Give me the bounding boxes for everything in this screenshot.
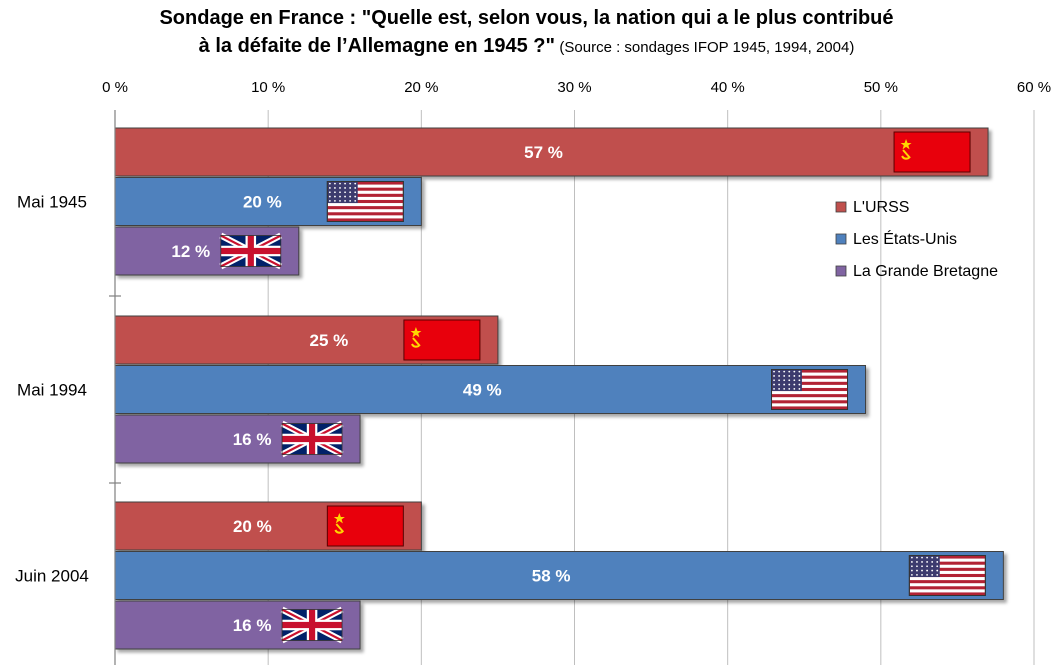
category-label: Mai 1945 [17, 193, 87, 212]
x-tick-label-2: 20 % [404, 79, 438, 96]
title-line-2: à la défaite de l’Allemagne en 1945 ?" (… [0, 32, 1053, 62]
data-label: 20 % [233, 517, 272, 536]
bar [114, 127, 989, 177]
usa-flag-icon [771, 369, 849, 410]
legend-entry: La Grande Bretagne [853, 263, 998, 280]
title-line-1: Sondage en France : "Quelle est, selon v… [159, 7, 894, 29]
usa-flag-icon [908, 555, 986, 596]
data-label: 20 % [243, 193, 282, 212]
chart-title: Sondage en France : "Quelle est, selon v… [0, 4, 1053, 62]
category-labels: Mai 1945 Mai 1994 Juin 2004 [15, 193, 89, 586]
data-label: 49 % [463, 381, 502, 400]
legend-swatch [835, 265, 847, 277]
category-label: Juin 2004 [15, 567, 89, 586]
legend-swatch [835, 201, 847, 213]
bar-group: 57 % [114, 127, 989, 177]
x-tick-label-1: 10 % [251, 79, 285, 96]
x-tick-label-6: 60 % [1017, 79, 1051, 96]
x-axis-ticks: 0 % 10 % 20 % 30 % 40 % 50 % 60 % [102, 79, 1051, 96]
bar-group: 16 % [114, 600, 361, 650]
category-label: Mai 1994 [17, 381, 87, 400]
bar-group: 20 % [114, 501, 422, 551]
uk-flag-icon [280, 420, 344, 458]
data-label: 58 % [532, 567, 571, 586]
chart-subtitle: (Source : sondages IFOP 1945, 1994, 2004… [559, 39, 855, 56]
bar-group: 58 % [114, 551, 1004, 600]
bar-group: 12 % [114, 226, 300, 276]
legend-entry: Les États-Unis [853, 229, 957, 248]
legend-swatch [835, 233, 847, 245]
bar-group: 20 % [114, 177, 422, 226]
bar-group: 25 % [114, 315, 499, 365]
bar [114, 365, 867, 414]
title-line-2-text: à la défaite de l’Allemagne en 1945 ?" [198, 35, 555, 57]
bar-group: 16 % [114, 414, 361, 464]
uk-flag-icon [280, 606, 344, 644]
ussr-flag-icon [326, 505, 404, 547]
x-tick-label-4: 40 % [711, 79, 745, 96]
ussr-flag-icon [893, 131, 971, 173]
x-tick-label-0: 0 % [102, 79, 128, 96]
bar-group: 49 % [114, 365, 867, 414]
data-label: 16 % [233, 430, 272, 449]
usa-flag-icon [326, 181, 404, 222]
data-label: 25 % [310, 331, 349, 350]
bars: 57 % 20 % 12 % 25 % 49 % 16 % 20 % 58 % 16 % [114, 127, 1004, 650]
legend: L'URSS Les États-Unis La Grande Bretagne [835, 199, 998, 280]
x-tick-label-3: 30 % [557, 79, 591, 96]
data-label: 12 % [171, 242, 210, 261]
x-tick-label-5: 50 % [864, 79, 898, 96]
legend-entry: L'URSS [853, 199, 909, 216]
data-label: 16 % [233, 616, 272, 635]
data-label: 57 % [524, 143, 563, 162]
ussr-flag-icon [403, 319, 481, 361]
uk-flag-icon [219, 232, 283, 270]
y-axis [109, 110, 121, 665]
